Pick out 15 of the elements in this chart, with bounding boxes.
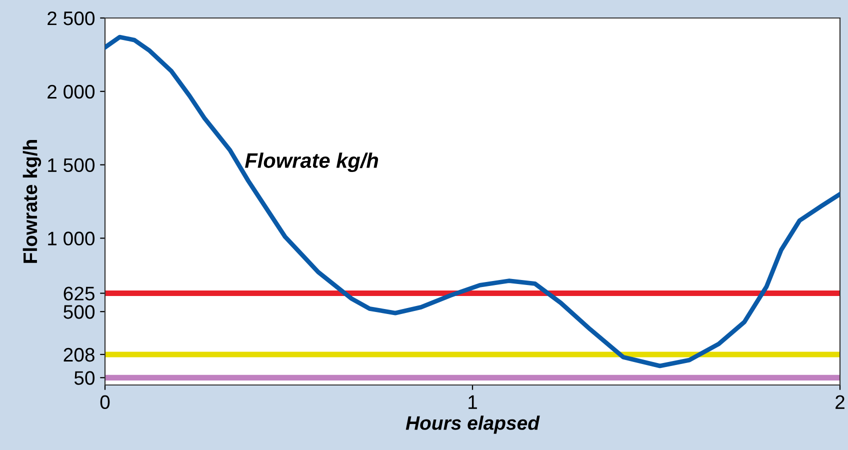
line-series	[105, 34, 840, 368]
x-tick-label: 1	[468, 395, 477, 409]
x-tick-label: 2	[836, 395, 844, 409]
series-label: Flowrate kg/h	[245, 152, 378, 172]
x-axis-title: Hours elapsed	[406, 416, 540, 434]
y-tick-label: 500	[64, 305, 95, 319]
y-tick-label: 2 000	[48, 84, 95, 99]
y-tick-label: 1 000	[48, 232, 95, 246]
y-tick-label: 2 500	[48, 11, 95, 26]
x-tick-label: 0	[100, 395, 110, 410]
y-axis-title: Flowrate kg/h	[22, 140, 42, 263]
y-tick-label: 208	[64, 348, 94, 362]
y-tick-label: 1 500	[48, 158, 95, 172]
y-tick-label: 625	[64, 286, 94, 300]
y-tick-label: 50	[74, 371, 95, 385]
